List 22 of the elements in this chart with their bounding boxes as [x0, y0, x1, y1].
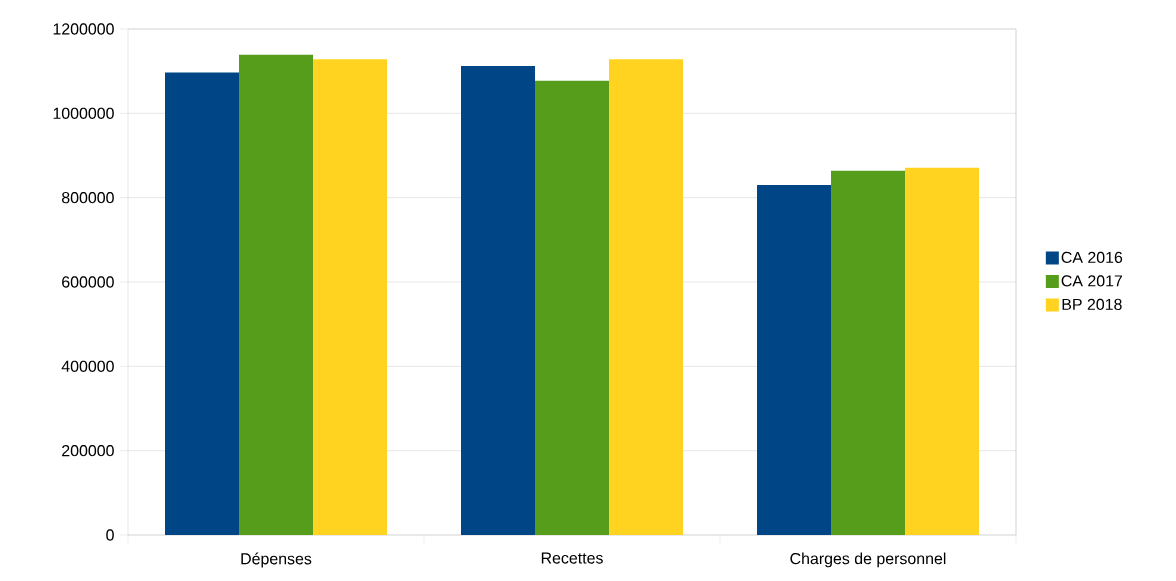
- bar: [905, 167, 980, 535]
- x-tick-label: Charges de personnel: [790, 552, 946, 568]
- bar: [609, 59, 684, 535]
- legend-label: BP 2018: [1062, 298, 1122, 311]
- bar: [757, 185, 832, 535]
- bar: [313, 59, 387, 535]
- y-tick-label: 1000000: [53, 107, 114, 119]
- legend-label: CA 2017: [1061, 275, 1123, 287]
- y-tick-label: 800000: [61, 192, 114, 204]
- bar: [461, 66, 535, 535]
- y-tick-label: 200000: [62, 445, 114, 457]
- y-tick-label: 400000: [61, 360, 114, 372]
- y-tick-label: 600000: [62, 276, 114, 288]
- y-tick-label: 0: [106, 529, 114, 541]
- bar: [831, 170, 906, 535]
- bar: [239, 54, 313, 535]
- x-tick-label: Dépenses: [241, 552, 312, 568]
- bar: [165, 72, 239, 535]
- y-tick-label: 1200000: [53, 23, 114, 35]
- x-tick-label: Recettes: [541, 552, 603, 564]
- bar: [535, 80, 610, 535]
- legend-label: CA 2016: [1061, 251, 1123, 264]
